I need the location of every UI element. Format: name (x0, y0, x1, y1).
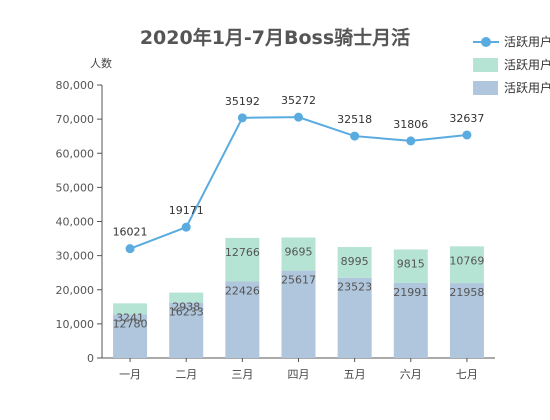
bars-layer (113, 237, 484, 358)
bar-segment (281, 270, 316, 358)
line-point (462, 130, 472, 140)
line-point (181, 222, 191, 232)
line-series-path (129, 116, 468, 250)
bar-data-label: 2938 (172, 301, 200, 314)
bar-segment (281, 237, 316, 271)
line-point (125, 244, 135, 254)
bar-segment (225, 281, 260, 358)
x-tick-label: 五月 (344, 368, 366, 381)
bar-segment (393, 249, 428, 283)
y-tick-label: 50,000 (56, 181, 95, 194)
x-tick-label: 一月 (119, 368, 141, 381)
bar-data-label: 21991 (393, 286, 428, 299)
y-tick-label: 70,000 (56, 113, 95, 126)
bar-segment (337, 247, 372, 278)
bar-segment (337, 277, 372, 358)
line-data-label: 19171 (169, 204, 204, 217)
line-point (350, 131, 360, 141)
x-tick-label: 三月 (231, 368, 253, 381)
bar-segment (113, 303, 148, 315)
line-layer (125, 112, 472, 254)
line-data-label: 32518 (337, 113, 372, 126)
bar-data-label: 9695 (285, 245, 313, 258)
bar-segment (449, 246, 484, 284)
line-data-label: 16021 (113, 226, 148, 239)
bar-segment (113, 314, 148, 358)
x-tick-label: 六月 (400, 368, 422, 381)
bar-data-label: 21958 (449, 286, 484, 299)
line-point (294, 112, 303, 122)
y-axis-unit: 人数 (90, 57, 112, 70)
bar-data-label: 12780 (113, 317, 148, 330)
bar-segment (169, 292, 204, 303)
legend-bar-swatch (473, 58, 498, 72)
bar-data-label: 8995 (341, 255, 369, 268)
y-tick-label: 0 (87, 352, 94, 365)
bar-data-label: 16233 (169, 306, 204, 319)
y-tick-label: 30,000 (56, 250, 95, 263)
y-tick-label: 40,000 (56, 216, 95, 229)
x-tick-label: 二月 (175, 368, 197, 381)
bar-segment (169, 302, 204, 358)
line-point (406, 136, 416, 146)
bar-data-label: 25617 (281, 274, 316, 287)
bar-data-label: 23523 (337, 281, 372, 294)
axis-layer: 0 10,000 20,000 30,000 40,000 50,000 60,000 70,… (56, 79, 495, 381)
bar-data-label: 22426 (225, 284, 260, 297)
bar-data-label: 10769 (449, 254, 484, 267)
legend-line-marker (481, 37, 491, 47)
legend-label: 活跃用户 (504, 34, 550, 49)
y-tick-label: 80,000 (56, 79, 95, 92)
y-tick-label: 10,000 (56, 318, 95, 331)
bar-segment (225, 237, 260, 282)
bar-data-label: 9815 (397, 257, 425, 270)
line-data-label: 32637 (449, 112, 484, 125)
bar-data-label: 12766 (225, 246, 260, 259)
line-point (237, 113, 247, 123)
line-data-label: 35192 (225, 95, 260, 108)
legend-bar-swatch (473, 81, 498, 95)
y-tick-label: 60,000 (56, 147, 95, 160)
x-tick-label: 七月 (456, 368, 478, 381)
legend-label: 活跃用户 (504, 80, 550, 95)
legend-label: 活跃用户 (504, 57, 550, 72)
chart-title: 2020年1月-7月Boss骑士月活 (140, 26, 410, 49)
bar-segment (449, 283, 484, 358)
bar-segment (393, 282, 428, 358)
line-data-label: 31806 (393, 118, 428, 131)
x-tick-label: 四月 (288, 368, 310, 381)
y-tick-label: 20,000 (56, 284, 95, 297)
bar-data-label: 3241 (116, 311, 144, 324)
line-data-label: 35272 (281, 94, 316, 107)
